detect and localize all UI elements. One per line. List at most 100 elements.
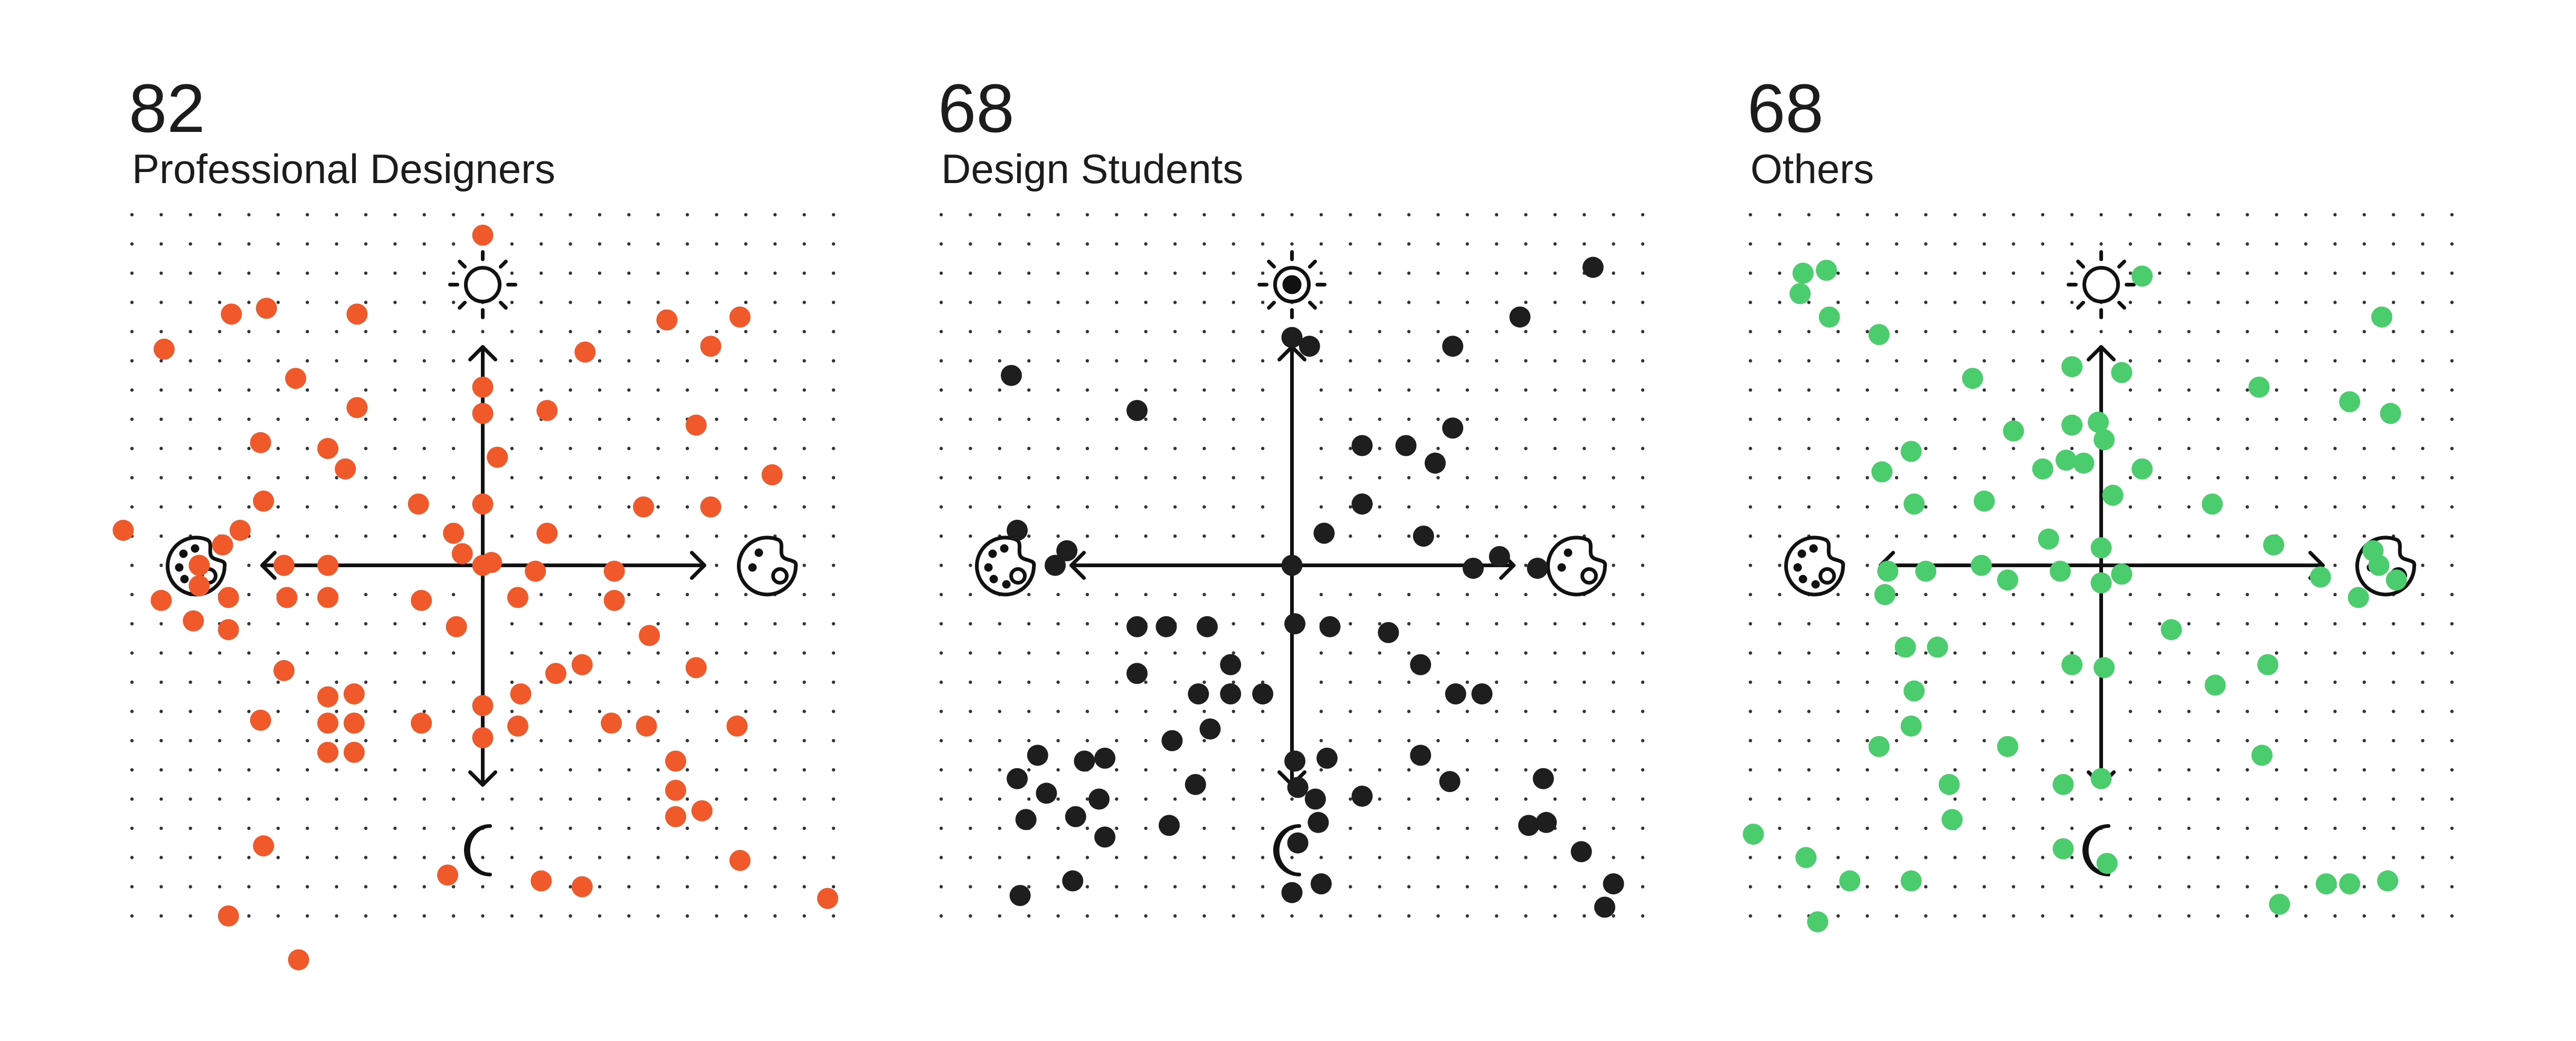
grid-dot	[2421, 388, 2425, 392]
grid-dot	[802, 680, 806, 684]
grid-dot	[569, 388, 572, 392]
data-point	[1462, 558, 1484, 579]
grid-dot	[2333, 680, 2337, 684]
grid-dot	[773, 826, 777, 830]
grid-dot	[306, 476, 309, 480]
grid-dot	[1027, 359, 1031, 363]
grid-dot	[1953, 505, 1957, 509]
grid-dot	[1778, 680, 1782, 684]
grid-dot	[1085, 505, 1090, 509]
data-point	[1094, 826, 1116, 848]
grid-dot	[1748, 885, 1753, 889]
grid-dot	[1173, 505, 1177, 509]
grid-dot	[1748, 739, 1753, 742]
grid-dot	[247, 271, 251, 275]
data-point	[472, 695, 494, 717]
grid-dot	[2128, 856, 2133, 859]
grid-dot	[276, 417, 280, 421]
grid-dot	[1115, 505, 1119, 509]
grid-dot	[715, 446, 718, 451]
grid-dot	[1115, 768, 1119, 772]
grid-dot	[2246, 446, 2249, 451]
grid-dot	[685, 651, 689, 655]
grid-dot	[422, 710, 426, 713]
grid-dot	[1748, 359, 1753, 363]
grid-dot	[1778, 710, 1782, 713]
grid-dot	[998, 826, 1001, 830]
grid-dot	[1115, 417, 1119, 421]
grid-dot	[1144, 505, 1148, 509]
grid-dot	[364, 534, 368, 538]
grid-dot	[1232, 505, 1235, 509]
grid-dot	[159, 885, 163, 889]
grid-dot	[2362, 446, 2366, 451]
grid-dot	[598, 651, 602, 655]
data-point	[1974, 490, 1995, 512]
grid-dot	[773, 271, 777, 275]
grid-dot	[685, 446, 689, 451]
grid-dot	[1173, 330, 1177, 333]
grid-dot	[1748, 710, 1753, 713]
grid-dot	[2275, 797, 2278, 801]
grid-dot	[773, 359, 777, 363]
grid-dot	[1202, 856, 1206, 859]
grid-dot	[1583, 359, 1586, 363]
grid-dot	[2187, 534, 2191, 538]
grid-dot	[1836, 300, 1840, 304]
moon-icon	[2082, 824, 2110, 876]
grid-dot	[1378, 417, 1381, 421]
grid-dot	[598, 300, 602, 304]
grid-dot	[1612, 651, 1615, 655]
grid-dot	[569, 680, 572, 684]
grid-dot	[831, 622, 836, 626]
grid-dot	[2333, 564, 2337, 567]
grid-dot	[159, 330, 163, 333]
grid-dot	[306, 797, 309, 801]
grid-dot	[1115, 271, 1119, 275]
grid-dot	[2275, 826, 2278, 830]
grid-dot	[1056, 680, 1060, 684]
grid-dot	[715, 476, 718, 480]
grid-dot	[130, 505, 134, 509]
grid-dot	[130, 710, 134, 713]
grid-dot	[2158, 856, 2162, 859]
grid-dot	[188, 242, 192, 246]
grid-dot	[1553, 739, 1557, 742]
grid-dot	[2450, 417, 2454, 421]
grid-dot	[2421, 476, 2425, 480]
grid-dot	[715, 710, 718, 713]
grid-dot	[2246, 476, 2249, 480]
grid-dot	[276, 388, 280, 392]
grid-dot	[217, 388, 222, 392]
grid-dot	[744, 885, 748, 889]
grid-dot	[627, 534, 631, 538]
grid-dot	[1378, 213, 1381, 217]
data-point	[1044, 555, 1066, 576]
grid-dot	[393, 300, 397, 304]
grid-dot	[744, 359, 748, 363]
grid-dot	[276, 330, 280, 333]
grid-dot	[998, 213, 1001, 217]
grid-dot	[1261, 505, 1265, 509]
grid-dot	[685, 739, 689, 742]
grid-dot	[306, 271, 309, 275]
grid-dot	[451, 885, 456, 889]
grid-dot	[627, 768, 631, 772]
group-label: Professional Designers	[132, 146, 555, 192]
grid-dot	[1436, 914, 1440, 918]
grid-dot	[2012, 213, 2015, 217]
data-point	[1509, 306, 1531, 328]
grid-dot	[1319, 330, 1323, 333]
grid-dot	[1349, 826, 1352, 830]
grid-dot	[2333, 242, 2337, 246]
grid-dot	[939, 914, 943, 918]
grid-dot	[393, 593, 397, 597]
data-point	[1895, 636, 1916, 658]
grid-dot	[2187, 622, 2191, 626]
grid-dot	[2362, 710, 2366, 713]
grid-dot	[1807, 388, 1811, 392]
grid-dot	[335, 213, 338, 217]
grid-dot	[306, 739, 309, 742]
grid-dot	[1378, 446, 1381, 451]
